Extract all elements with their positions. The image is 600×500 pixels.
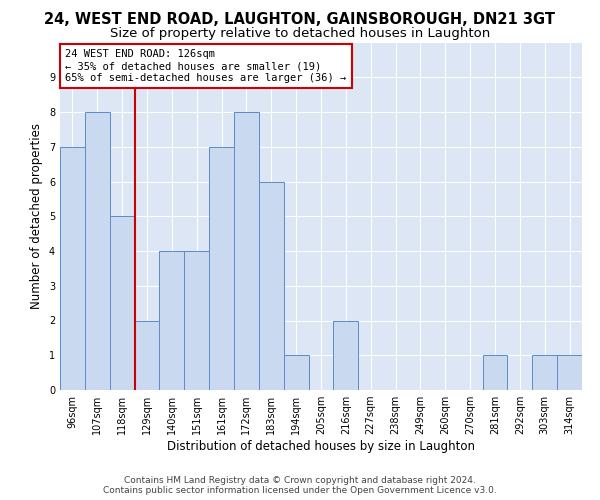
Bar [110, 216, 134, 390]
Bar [85, 112, 110, 390]
Text: Size of property relative to detached houses in Laughton: Size of property relative to detached ho… [110, 28, 490, 40]
Bar [60, 147, 85, 390]
Bar [234, 112, 259, 390]
Bar [334, 320, 358, 390]
Bar [184, 251, 209, 390]
Bar [134, 320, 160, 390]
Bar [160, 251, 184, 390]
X-axis label: Distribution of detached houses by size in Laughton: Distribution of detached houses by size … [167, 440, 475, 453]
Text: 24 WEST END ROAD: 126sqm
← 35% of detached houses are smaller (19)
65% of semi-d: 24 WEST END ROAD: 126sqm ← 35% of detach… [65, 50, 346, 82]
Bar [557, 355, 582, 390]
Bar [482, 355, 508, 390]
Y-axis label: Number of detached properties: Number of detached properties [31, 123, 43, 309]
Text: Contains HM Land Registry data © Crown copyright and database right 2024.
Contai: Contains HM Land Registry data © Crown c… [103, 476, 497, 495]
Text: 24, WEST END ROAD, LAUGHTON, GAINSBOROUGH, DN21 3GT: 24, WEST END ROAD, LAUGHTON, GAINSBOROUG… [44, 12, 556, 28]
Bar [532, 355, 557, 390]
Bar [284, 355, 308, 390]
Bar [209, 147, 234, 390]
Bar [259, 182, 284, 390]
